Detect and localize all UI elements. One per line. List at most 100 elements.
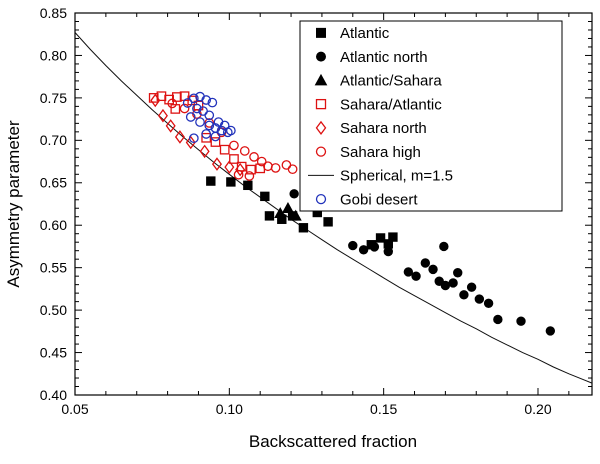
data-point-square — [264, 211, 275, 221]
data-point-circle — [287, 164, 298, 175]
data-point-diamond — [211, 157, 222, 171]
x-axis-title: Backscattered fraction — [249, 432, 417, 451]
series-atlantic-sahara — [274, 202, 302, 221]
data-point-circle — [229, 140, 239, 151]
data-point-triangle — [314, 73, 328, 86]
legend-box — [299, 20, 563, 212]
data-point-circle — [448, 278, 458, 288]
data-point-circle — [411, 271, 421, 281]
data-point-circle — [249, 152, 259, 162]
data-point-square — [156, 91, 167, 102]
legend-entry-sahara-high: Sahara high — [315, 144, 421, 161]
data-point-diamond — [157, 108, 168, 123]
data-point-circle — [369, 242, 380, 252]
y-tick-label: 0.75 — [40, 90, 67, 106]
y-tick-label: 0.65 — [40, 175, 67, 191]
legend-entry-atlantic-north: Atlantic north — [316, 49, 428, 66]
data-point-circle — [420, 258, 431, 268]
data-point-circle — [179, 103, 190, 114]
legend: Atlantic Atlantic north Atlantic/Sahara Sah… — [299, 20, 563, 212]
data-point-square — [298, 223, 309, 233]
data-point-square — [323, 217, 333, 227]
data-point-circle — [192, 103, 202, 114]
data-point-circle — [440, 280, 451, 291]
legend-entry-atlantic-sahara: Atlantic/Sahara — [314, 73, 442, 90]
data-point-square — [170, 104, 181, 114]
data-point-circle — [483, 298, 494, 309]
data-point-circle — [213, 117, 224, 127]
data-point-diamond — [224, 160, 235, 174]
series-gobi-desert — [182, 91, 236, 144]
data-point-circle — [516, 316, 526, 326]
legend-label: Atlantic north — [340, 49, 428, 66]
data-point-square — [243, 180, 253, 191]
data-point-circle — [493, 314, 503, 325]
data-point-diamond — [199, 144, 210, 159]
legend-label: Atlantic — [340, 25, 390, 42]
data-point-circle — [195, 117, 205, 127]
data-point-diamond — [174, 130, 185, 144]
data-point-circle — [188, 133, 199, 144]
data-point-circle — [226, 125, 236, 136]
x-tick-label: 0.05 — [61, 401, 88, 417]
y-axis-title: Asymmetry parameter — [4, 120, 23, 288]
legend-label: Gobi desert — [340, 191, 418, 208]
data-point-diamond — [165, 119, 176, 133]
x-tick-label: 0.10 — [216, 401, 243, 417]
y-tick-label: 0.45 — [40, 344, 67, 360]
data-point-triangle — [281, 202, 295, 213]
data-point-circle — [428, 264, 438, 275]
plot-area: 0.05 0.10 0.15 0.20 0.40 0.45 0.50 0.55 0.60 0.65… — [40, 5, 593, 417]
data-point-circle — [270, 163, 281, 173]
data-point-circle — [403, 267, 414, 277]
data-point-circle — [182, 98, 193, 108]
legend-label: Spherical, m=1.5 — [340, 168, 453, 185]
data-point-square — [375, 233, 386, 243]
data-point-circle — [233, 169, 244, 180]
data-point-circle — [315, 146, 327, 157]
data-point-diamond — [150, 93, 161, 108]
data-point-circle — [185, 112, 196, 122]
data-point-square — [316, 27, 326, 38]
data-point-circle — [204, 120, 215, 131]
data-point-circle — [204, 110, 215, 121]
data-point-circle — [210, 131, 221, 142]
series-sahara-high — [167, 98, 298, 181]
data-point-square — [229, 154, 239, 164]
data-point-circle — [201, 129, 212, 139]
series-sahara-atlantic — [148, 91, 266, 175]
data-point-square — [172, 92, 182, 102]
data-point-square — [219, 144, 230, 155]
x-tick-label: 0.20 — [524, 401, 551, 417]
legend-label: Sahara high — [340, 144, 421, 161]
data-point-square — [187, 95, 198, 106]
data-point-circle — [358, 245, 369, 255]
data-point-square — [210, 137, 221, 147]
data-point-circle — [201, 95, 212, 105]
data-point-circle — [453, 268, 463, 278]
data-point-circle — [348, 240, 358, 251]
data-point-diamond — [315, 120, 327, 135]
data-point-square — [206, 176, 216, 186]
data-point-circle — [439, 241, 449, 252]
legend-label: Atlantic/Sahara — [340, 73, 442, 90]
legend-entry-gobi-desert: Gobi desert — [315, 191, 418, 208]
y-tick-label: 0.80 — [40, 47, 67, 63]
data-point-triangle — [289, 209, 302, 221]
y-tick-label: 0.40 — [40, 387, 67, 403]
data-point-circle — [459, 290, 469, 300]
x-tick-label: 0.15 — [370, 401, 397, 417]
legend-entry-spherical-m-1-5: Spherical, m=1.5 — [308, 168, 453, 185]
y-tick-label: 0.55 — [40, 260, 67, 276]
data-point-circle — [474, 294, 485, 304]
data-point-circle — [316, 51, 326, 62]
data-point-circle — [289, 189, 299, 199]
data-point-circle — [204, 118, 215, 128]
data-point-circle — [545, 326, 556, 336]
data-point-circle — [167, 98, 178, 109]
y-tick-label: 0.60 — [40, 217, 67, 233]
data-point-circle — [315, 193, 327, 205]
series-sahara-north — [150, 93, 246, 177]
